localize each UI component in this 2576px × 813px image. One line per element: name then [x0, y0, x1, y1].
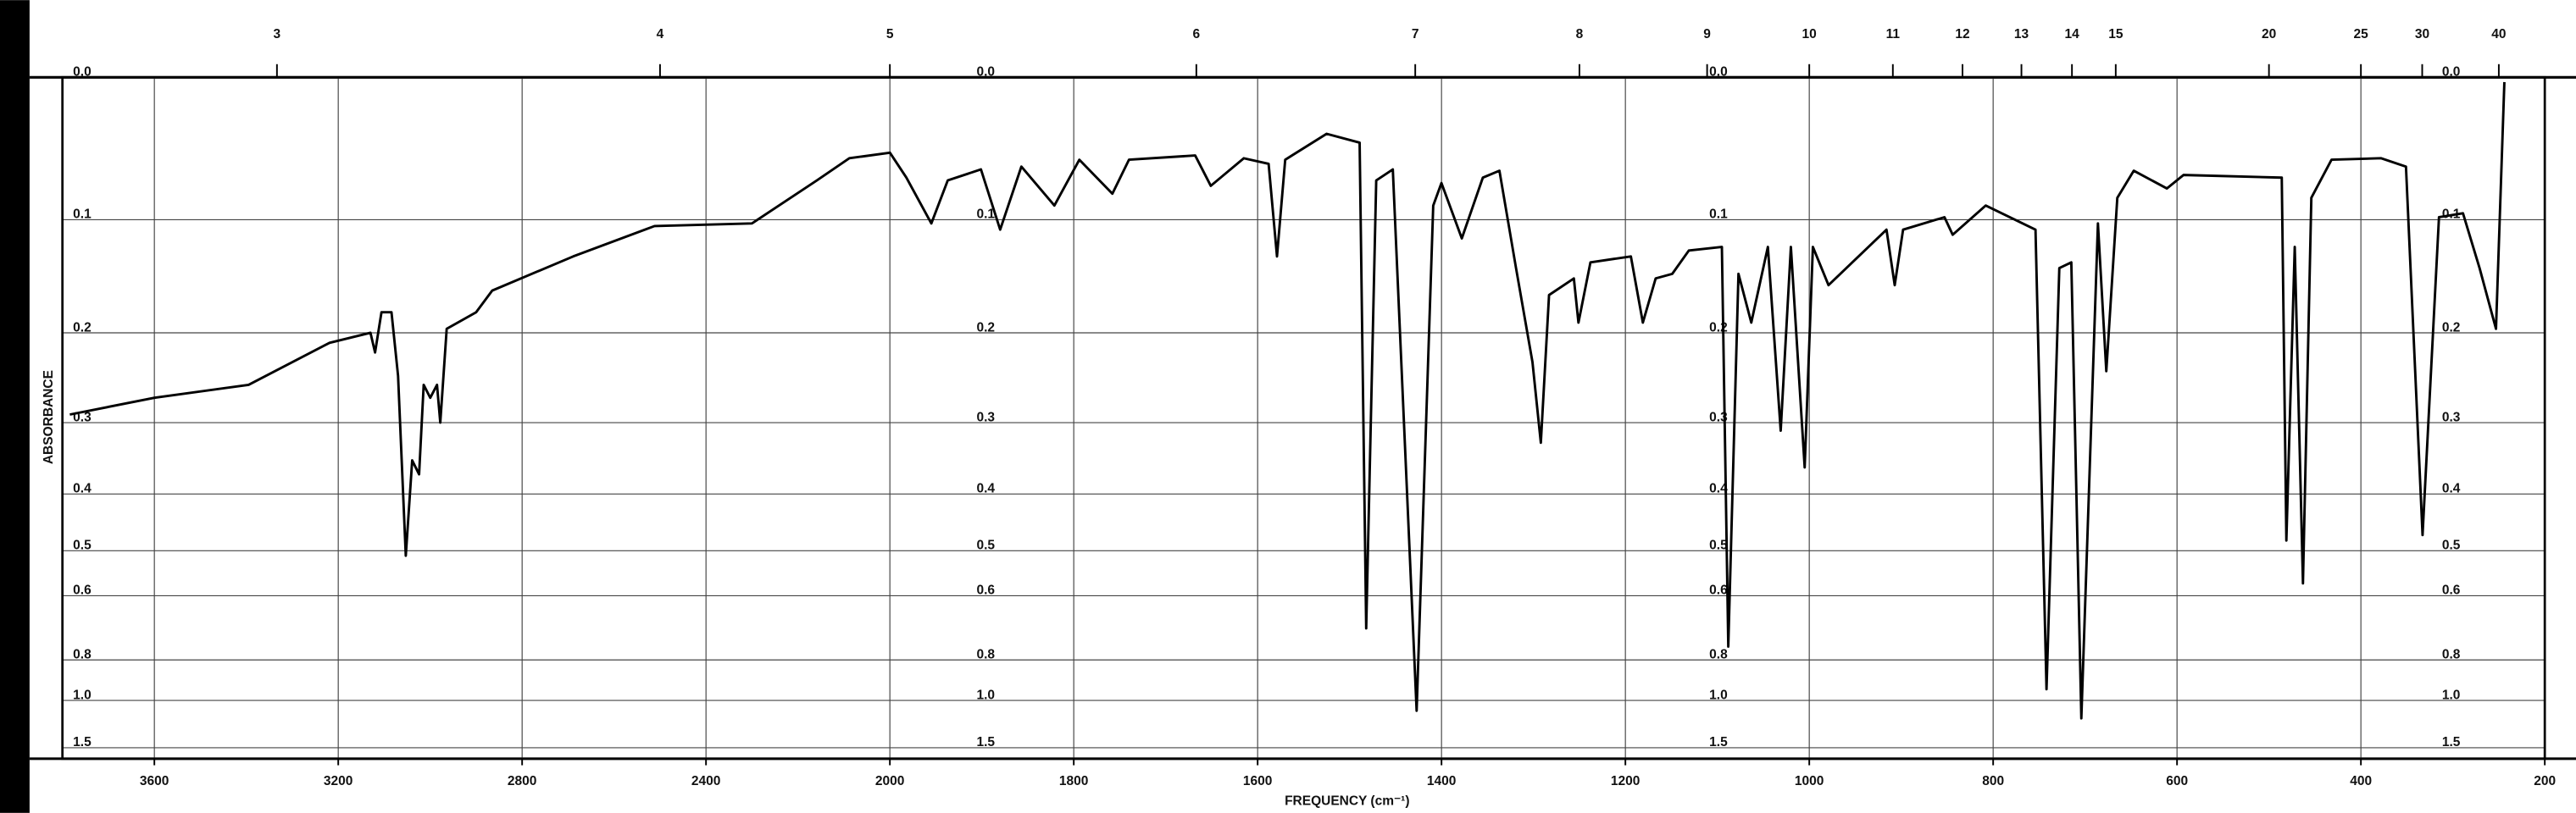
left-edge: [0, 0, 30, 813]
x-tick-label: 600: [2166, 774, 2188, 788]
x-tick-label: 2400: [691, 774, 720, 788]
x2-tick-label: 40: [2491, 27, 2506, 41]
x2-tick-label: 25: [2354, 27, 2369, 41]
y-tick-label: 0.2: [976, 320, 995, 335]
y-tick-label: 0.5: [2442, 539, 2461, 553]
y-tick-label: 1.5: [1709, 735, 1728, 749]
spectrum-line: [69, 81, 2506, 720]
x2-tick-label: 12: [1955, 27, 1969, 41]
x2-tick-label: 5: [886, 27, 894, 41]
y-tick-label: 1.0: [1709, 688, 1728, 702]
y-tick-label: 0.1: [976, 207, 995, 222]
x2-tick-label: 8: [1576, 27, 1584, 41]
x2-tick-label: 13: [2014, 27, 2029, 41]
y-tick-label: 0.0: [1709, 65, 1728, 80]
x-tick-label: 1600: [1243, 774, 1272, 788]
y-tick-label: 0.0: [976, 65, 995, 80]
y-tick-label: 1.5: [2442, 735, 2461, 749]
plot-frame: [61, 75, 2546, 760]
y-axis-label: ABSORBANCE: [42, 370, 56, 464]
x-tick-label: 400: [2350, 774, 2372, 788]
x2-tick-label: 20: [2262, 27, 2276, 41]
x2-tick-label: 11: [1886, 27, 1901, 41]
y-tick-label: 0.6: [1709, 583, 1728, 598]
x-tick-label: 2000: [875, 774, 904, 788]
y-tick-label: 0.3: [1709, 410, 1728, 424]
x2-tick-label: 6: [1193, 27, 1201, 41]
x-axis-label: FREQUENCY (cm⁻¹): [1285, 794, 1409, 808]
y-tick-label: 0.1: [1709, 207, 1728, 222]
x2-tick-label: 3: [274, 27, 281, 41]
y-tick-label: 0.4: [73, 482, 92, 496]
x-tick-label: 1200: [1611, 774, 1640, 788]
x2-tick-label: 7: [1412, 27, 1419, 41]
y-tick-label: 0.4: [2442, 482, 2461, 496]
x-tick-label: 1000: [1795, 774, 1824, 788]
y-tick-label: 0.1: [73, 207, 92, 222]
y-tick-label: 0.5: [73, 539, 92, 553]
y-tick-label: 0.8: [976, 648, 995, 662]
x2-tick-label: 30: [2415, 27, 2429, 41]
x2-tick-label: 9: [1703, 27, 1711, 41]
y-tick-label: 0.8: [1709, 648, 1728, 662]
y-tick-label: 0.5: [976, 539, 995, 553]
x-tick-label: 2800: [508, 774, 536, 788]
y-tick-label: 0.2: [73, 320, 92, 335]
x2-tick-label: 15: [2108, 27, 2124, 41]
y-tick-label: 1.5: [73, 735, 92, 749]
y-tick-label: 0.8: [2442, 648, 2461, 662]
x-tick-label: 200: [2534, 774, 2556, 788]
y-tick-label: 0.6: [2442, 583, 2461, 598]
y-tick-label: 0.3: [2442, 410, 2461, 424]
y-tick-label: 1.0: [2442, 688, 2461, 702]
y-tick-label: 1.5: [976, 735, 995, 749]
x2-tick-label: 4: [657, 27, 664, 41]
y-tick-label: 0.8: [73, 648, 92, 662]
y-tick-label: 0.5: [1709, 539, 1728, 553]
x-tick-label: 800: [1982, 774, 2004, 788]
x-tick-label: 3200: [324, 774, 353, 788]
x2-tick-label: 10: [1802, 27, 1817, 41]
y-tick-label: 1.0: [976, 688, 995, 702]
y-tick-label: 0.2: [2442, 320, 2461, 335]
y-tick-label: 0.4: [976, 482, 995, 496]
y-tick-label: 0.6: [976, 583, 995, 598]
y-tick-label: 0.0: [73, 65, 92, 80]
x2-tick-label: 14: [2065, 27, 2080, 41]
y-tick-label: 0.3: [976, 410, 995, 424]
x-tick-label: 1800: [1059, 774, 1088, 788]
y-tick-label: 0.2: [1709, 320, 1728, 335]
y-tick-label: 0.6: [73, 583, 92, 598]
y-tick-label: 1.0: [73, 688, 92, 702]
x-tick-label: 1400: [1427, 774, 1456, 788]
y-tick-label: 0.0: [2442, 65, 2461, 80]
y-tick-label: 0.4: [1709, 482, 1728, 496]
x-tick-label: 3600: [140, 774, 169, 788]
